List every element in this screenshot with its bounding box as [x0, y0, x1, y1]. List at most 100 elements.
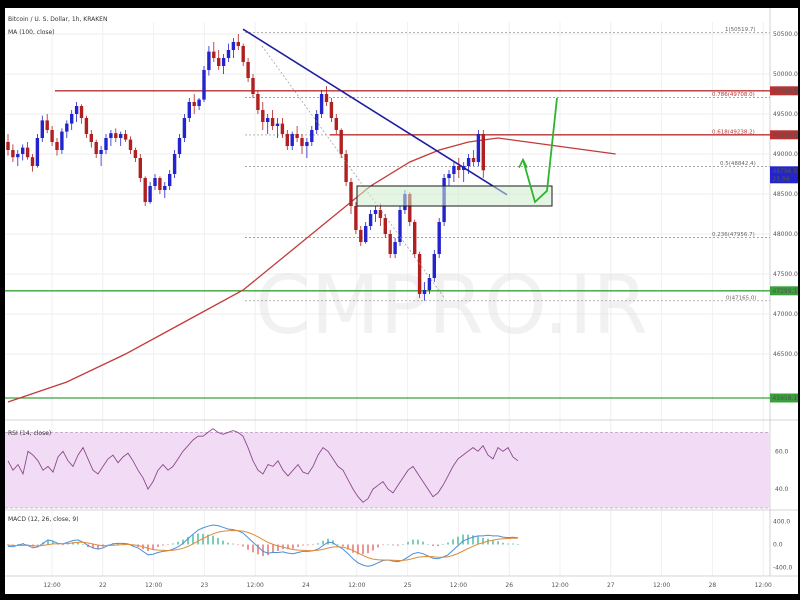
- candle-body: [290, 134, 294, 146]
- candle-body: [481, 134, 485, 171]
- macd-histogram-bar: [62, 544, 64, 546]
- candle-body: [393, 242, 397, 254]
- ma-line: [7, 137, 616, 403]
- x-tick-label: 23: [201, 582, 209, 589]
- candle-body: [383, 218, 387, 234]
- fib-label: 0.5(48842.4): [720, 161, 756, 167]
- macd-legend: MACD (12, 26, close, 9): [8, 516, 79, 523]
- macd-tick-label: -400.0: [773, 564, 793, 571]
- price-tag-bg: [770, 174, 798, 184]
- ma100-line: [7, 137, 616, 403]
- fib-label: 0(47165.0): [726, 295, 757, 301]
- y-tick-label: 46500.0: [773, 351, 798, 358]
- candle-body: [359, 230, 363, 242]
- fib-anchor-line: [261, 45, 446, 300]
- axes: 50500.0 50000.0 49500.0 49000.0 48500.0 48000…: [43, 31, 798, 589]
- ma-legend: MA (100, close): [8, 29, 55, 36]
- candle-body: [177, 138, 182, 154]
- price-tag-bg: [770, 130, 798, 140]
- macd-histogram-bar: [192, 534, 194, 545]
- macd-histogram-bar: [382, 544, 384, 546]
- macd-histogram-bar: [512, 543, 514, 545]
- candle-body: [226, 50, 231, 58]
- macd-histogram-bar: [292, 544, 294, 549]
- macd-histogram-bar: [432, 544, 434, 546]
- candle-body: [16, 154, 20, 158]
- macd-histogram-bar: [447, 542, 449, 545]
- macd-tick-label: 400.0: [773, 519, 790, 526]
- fib-label: 0.236(47956.7): [712, 232, 755, 238]
- y-tick-label: 48500.0: [773, 191, 798, 198]
- macd-histogram-bar: [182, 539, 184, 545]
- candle-body: [89, 134, 93, 142]
- symbol-title: Bitcoin / U. S. Dollar, 1h, KRAKEN: [8, 16, 107, 23]
- arrow-head: [518, 157, 528, 168]
- macd-histogram-bar: [152, 544, 154, 550]
- price-tag-label: 47299.1: [773, 288, 798, 295]
- candle-body: [84, 118, 89, 134]
- macd-pane: [7, 524, 519, 567]
- macd-histogram-bar: [452, 539, 454, 545]
- macd-histogram-bar: [287, 544, 289, 550]
- candle-body: [187, 102, 191, 118]
- price-tag-bg: [770, 393, 798, 403]
- x-tick-label: 12:00: [653, 582, 670, 589]
- macd-histogram-bar: [212, 535, 214, 545]
- y-tick-label: 49000.0: [773, 151, 798, 158]
- macd-histogram-bar: [17, 544, 19, 545]
- macd-histogram-bar: [27, 544, 29, 546]
- candle-body: [74, 106, 79, 114]
- macd-histogram-bar: [517, 544, 519, 545]
- candle-body: [35, 138, 40, 166]
- x-tick-label: 24: [302, 582, 310, 589]
- macd-histogram-bar: [197, 533, 199, 545]
- x-tick-label: 28: [709, 582, 717, 589]
- macd-histogram-bar: [277, 544, 279, 551]
- candle-body: [94, 142, 98, 154]
- candle-body: [329, 102, 334, 118]
- demand-zone-box: [356, 185, 553, 207]
- candle-body: [432, 254, 436, 278]
- candle-body: [236, 42, 240, 46]
- candle-body: [270, 118, 275, 126]
- candle-body: [256, 94, 260, 110]
- candle-body: [128, 139, 133, 150]
- candle-body: [457, 166, 461, 170]
- macd-histogram-bar: [47, 539, 49, 545]
- macd-histogram-bar: [267, 544, 269, 556]
- y-tick-label: 50500.0: [773, 31, 798, 38]
- candle-body: [143, 178, 147, 202]
- macd-histogram-bar: [387, 544, 389, 546]
- macd-histogram-bar: [462, 534, 464, 545]
- y-tick-label: 47000.0: [773, 311, 798, 318]
- chart-frame: CMPRO.IR 1(50519.7) 0.786(49708.0) 0.618(4…: [5, 8, 798, 594]
- macd-histogram-bar: [357, 544, 359, 555]
- x-tick-label: 12:00: [247, 582, 264, 589]
- macd-histogram-bar: [497, 541, 499, 545]
- macd-histogram-bar: [52, 541, 54, 545]
- candle-body: [398, 210, 402, 242]
- candle-body: [364, 226, 368, 242]
- macd-line: [7, 524, 519, 567]
- candle-body: [6, 142, 10, 150]
- macd-histogram-bar: [397, 544, 399, 546]
- candle-body: [466, 158, 471, 166]
- macd-histogram-bar: [472, 535, 474, 545]
- candle-body: [172, 154, 177, 174]
- candle-body: [285, 134, 289, 146]
- macd-histogram-bar: [412, 539, 414, 545]
- macd-histogram-bar: [392, 544, 394, 546]
- macd-histogram-bar: [502, 542, 504, 545]
- trading-chart: CMPRO.IR 1(50519.7) 0.786(49708.0) 0.618(4…: [5, 8, 798, 589]
- candle-body: [275, 123, 280, 126]
- candle-body: [310, 130, 314, 142]
- candle-body: [133, 150, 138, 158]
- projection-arrow: [522, 97, 558, 204]
- fib-label: 0.786(49708.0): [712, 92, 755, 98]
- macd-histogram-bar: [262, 544, 264, 557]
- macd-histogram-bar: [457, 536, 459, 545]
- candle-body: [153, 178, 157, 186]
- x-tick-label: 12:00: [348, 582, 365, 589]
- macd-histogram-bar: [172, 543, 174, 545]
- candle-body: [55, 142, 59, 150]
